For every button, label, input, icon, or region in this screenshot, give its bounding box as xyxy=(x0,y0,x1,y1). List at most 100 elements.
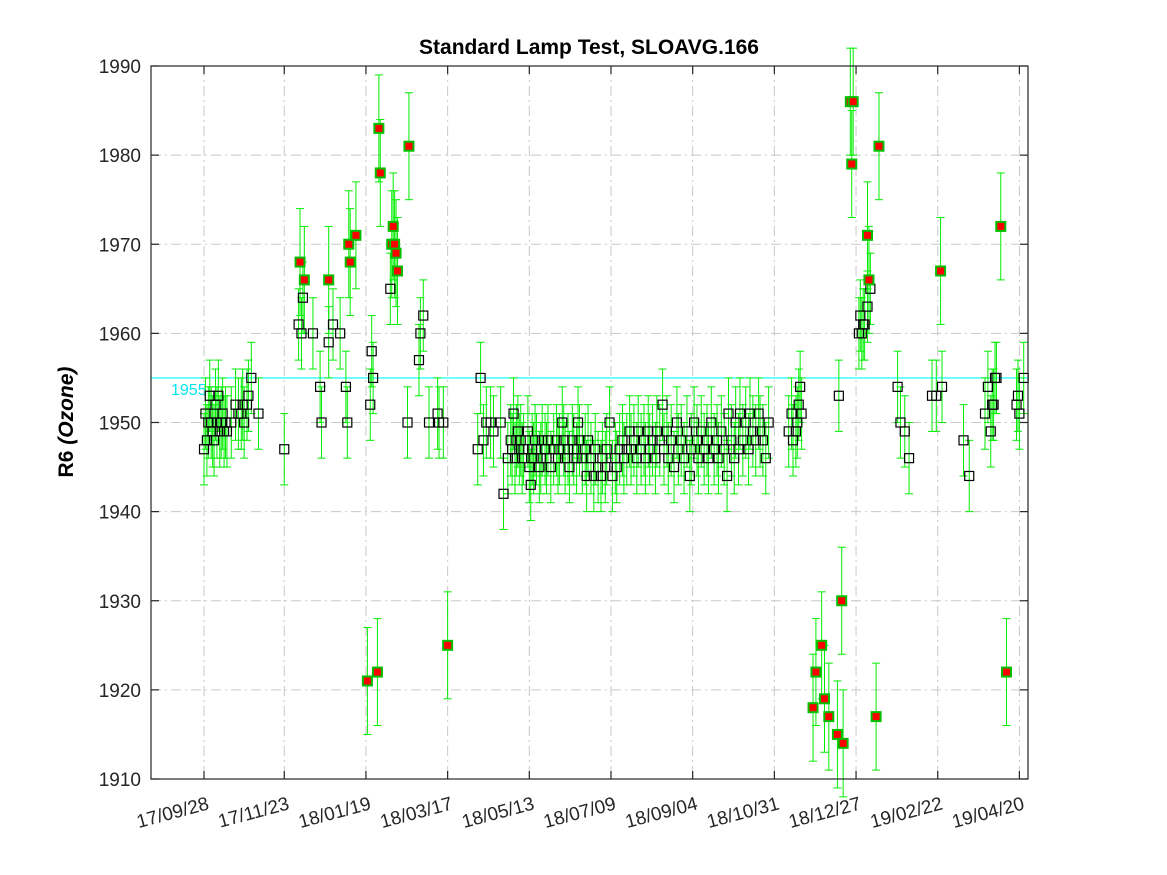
data-point xyxy=(601,444,612,455)
data-point xyxy=(208,435,220,446)
data-point xyxy=(368,372,379,384)
data-point xyxy=(415,328,426,339)
data-point xyxy=(684,470,695,482)
data-point xyxy=(522,426,533,437)
y-tick-label: 1920 xyxy=(99,681,141,702)
data-point xyxy=(737,435,748,446)
data-point xyxy=(314,381,326,392)
data-point xyxy=(760,453,771,464)
data-point xyxy=(985,426,996,437)
outlier-point xyxy=(863,274,875,286)
outlier-point xyxy=(995,220,1007,232)
reference-line-label: 1955 xyxy=(171,382,207,399)
x-tick-label: 17/11/23 xyxy=(216,794,292,833)
data-point xyxy=(600,461,611,473)
outlier-point xyxy=(323,274,335,286)
data-point xyxy=(763,417,774,428)
outlier-point xyxy=(361,675,373,687)
data-point xyxy=(366,346,377,357)
data-point xyxy=(703,453,714,464)
outlier-point xyxy=(870,711,882,723)
data-point xyxy=(991,372,1002,384)
data-point xyxy=(795,381,806,392)
data-point xyxy=(701,435,713,446)
data-point xyxy=(611,461,622,473)
data-point xyxy=(721,470,733,482)
outlier-point xyxy=(371,666,383,678)
data-point xyxy=(307,328,319,339)
data-point xyxy=(525,479,536,490)
outlier-point xyxy=(344,256,356,268)
outlier-point xyxy=(935,265,947,277)
data-point xyxy=(297,292,308,303)
data-point xyxy=(1012,390,1024,401)
outlier-point xyxy=(836,595,848,607)
data-point xyxy=(385,283,396,294)
data-point xyxy=(892,381,903,392)
data-point xyxy=(545,461,556,473)
data-point xyxy=(982,381,993,392)
data-point xyxy=(475,372,486,384)
data-point xyxy=(676,435,687,446)
y-axis-label-suffix: (Ozone) xyxy=(55,367,78,445)
markers xyxy=(198,96,1029,749)
data-point xyxy=(572,417,584,428)
data-point xyxy=(734,408,746,419)
data-point xyxy=(753,408,764,419)
data-point xyxy=(719,444,730,455)
chart-title: Standard Lamp Test, SLOAVG.166 xyxy=(419,36,759,59)
y-tick-label: 1940 xyxy=(99,503,141,524)
data-point xyxy=(296,328,307,339)
data-point xyxy=(686,444,697,455)
outlier-point xyxy=(389,238,401,250)
data-point xyxy=(253,408,264,419)
outlier-point xyxy=(403,140,415,152)
data-point xyxy=(859,319,870,330)
data-point xyxy=(201,435,212,446)
x-tick-label: 18/01/19 xyxy=(296,794,373,833)
data-point xyxy=(650,453,661,464)
data-point xyxy=(671,417,683,428)
data-point xyxy=(340,381,351,392)
outlier-point xyxy=(390,247,402,259)
data-point xyxy=(903,453,915,464)
outlier-point xyxy=(810,666,822,678)
data-point xyxy=(743,444,754,455)
data-point xyxy=(862,301,873,312)
data-point xyxy=(557,417,568,428)
data-point xyxy=(663,453,674,464)
data-point xyxy=(564,461,575,473)
x-tick-label: 17/09/28 xyxy=(134,794,211,833)
data-point xyxy=(226,417,237,428)
data-point xyxy=(936,381,948,392)
y-tick-label: 1950 xyxy=(99,414,141,435)
data-point xyxy=(335,328,346,339)
data-point xyxy=(833,390,844,401)
outlier-point xyxy=(846,158,858,170)
data-point xyxy=(678,453,690,464)
outlier-point xyxy=(837,737,849,749)
data-point xyxy=(979,408,991,419)
data-point xyxy=(246,372,257,384)
data-point xyxy=(243,390,254,401)
data-point xyxy=(590,444,601,455)
outlier-point xyxy=(807,702,819,714)
outlier-point xyxy=(387,220,399,232)
data-point xyxy=(495,417,506,428)
x-tick-label: 18/12/27 xyxy=(786,794,863,833)
data-point xyxy=(1014,408,1025,419)
outlier-point xyxy=(391,265,403,277)
data-point xyxy=(472,444,483,455)
y-tick-label: 1930 xyxy=(99,592,141,613)
data-point xyxy=(723,408,734,419)
data-point xyxy=(786,408,797,419)
outlier-point xyxy=(298,274,310,286)
data-point xyxy=(666,435,677,446)
data-point xyxy=(316,417,327,428)
data-point xyxy=(413,355,425,366)
outlier-point xyxy=(831,728,843,740)
data-point xyxy=(323,337,334,348)
data-point xyxy=(713,453,724,464)
data-point xyxy=(696,426,707,437)
outlier-point xyxy=(294,256,306,268)
